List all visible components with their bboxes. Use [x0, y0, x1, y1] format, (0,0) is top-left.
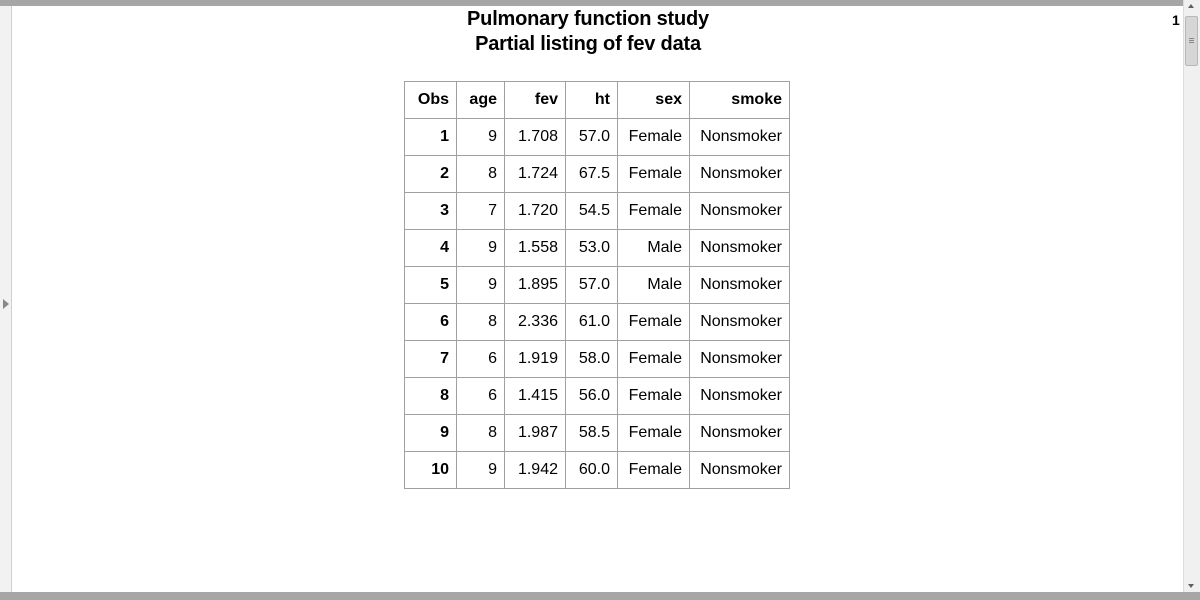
page-number: 1	[1172, 12, 1180, 28]
cell-fev: 1.415	[504, 377, 566, 415]
thumb-grip-line	[1189, 40, 1194, 41]
table-row: 7 6 1.919 58.0 Female Nonsmoker	[404, 340, 790, 378]
cell-age: 6	[456, 340, 505, 378]
scroll-down-arrow-icon[interactable]	[1188, 584, 1194, 588]
cell-ht: 53.0	[565, 229, 618, 267]
table-row: 10 9 1.942 60.0 Female Nonsmoker	[404, 451, 790, 489]
cell-fev: 1.942	[504, 451, 566, 489]
cell-fev: 1.895	[504, 266, 566, 304]
scroll-up-arrow-icon[interactable]	[1188, 4, 1194, 8]
title-line-2: Partial listing of fev data	[475, 33, 701, 55]
cell-smoke: Nonsmoker	[689, 266, 790, 304]
cell-age: 8	[456, 414, 505, 452]
table-body: 1 9 1.708 57.0 Female Nonsmoker 2 8 1.724 67.5 Fem…	[404, 118, 790, 489]
cell-smoke: Nonsmoker	[689, 118, 790, 156]
cell-obs: 5	[404, 266, 457, 304]
cell-ht: 61.0	[565, 303, 618, 341]
cell-sex: Female	[617, 155, 690, 193]
cell-obs: 8	[404, 377, 457, 415]
thumb-grip-line	[1189, 42, 1194, 43]
cell-ht: 67.5	[565, 155, 618, 193]
cell-smoke: Nonsmoker	[689, 340, 790, 378]
cell-age: 9	[456, 451, 505, 489]
cell-age: 8	[456, 155, 505, 193]
scrollbar-thumb[interactable]	[1185, 16, 1198, 66]
cell-ht: 58.0	[565, 340, 618, 378]
table-row: 9 8 1.987 58.5 Female Nonsmoker	[404, 414, 790, 452]
table-row: 6 8 2.336 61.0 Female Nonsmoker	[404, 303, 790, 341]
cell-ht: 57.0	[565, 266, 618, 304]
cell-obs: 4	[404, 229, 457, 267]
thumb-grip-line	[1189, 38, 1194, 39]
title-line-1: Pulmonary function study	[467, 8, 709, 30]
bottom-border	[0, 592, 1200, 600]
cell-obs: 1	[404, 118, 457, 156]
cell-ht: 54.5	[565, 192, 618, 230]
data-listing-table: Obs age fev ht sex smoke 1 9 1.708 57.0 Fema…	[404, 81, 790, 489]
table-row: 5 9 1.895 57.0 Male Nonsmoker	[404, 266, 790, 304]
cell-ht: 56.0	[565, 377, 618, 415]
cell-fev: 1.558	[504, 229, 566, 267]
cell-smoke: Nonsmoker	[689, 229, 790, 267]
cell-age: 9	[456, 118, 505, 156]
cell-sex: Female	[617, 303, 690, 341]
cell-fev: 1.720	[504, 192, 566, 230]
vertical-scrollbar[interactable]	[1183, 0, 1200, 592]
cell-smoke: Nonsmoker	[689, 414, 790, 452]
table-row: 3 7 1.720 54.5 Female Nonsmoker	[404, 192, 790, 230]
cell-smoke: Nonsmoker	[689, 451, 790, 489]
cell-obs: 3	[404, 192, 457, 230]
cell-age: 9	[456, 229, 505, 267]
table-header-row: Obs age fev ht sex smoke	[404, 81, 790, 119]
table-row: 8 6 1.415 56.0 Female Nonsmoker	[404, 377, 790, 415]
cell-sex: Female	[617, 414, 690, 452]
cell-obs: 10	[404, 451, 457, 489]
cell-smoke: Nonsmoker	[689, 377, 790, 415]
column-header-obs: Obs	[404, 81, 457, 119]
page-title: Pulmonary function study Partial listing…	[360, 7, 816, 57]
cell-age: 7	[456, 192, 505, 230]
cell-fev: 1.987	[504, 414, 566, 452]
top-border	[0, 0, 1200, 6]
cell-obs: 7	[404, 340, 457, 378]
cell-ht: 57.0	[565, 118, 618, 156]
cell-fev: 1.724	[504, 155, 566, 193]
cell-sex: Female	[617, 377, 690, 415]
column-header-sex: sex	[617, 81, 690, 119]
expand-arrow-icon[interactable]	[3, 299, 9, 309]
cell-sex: Female	[617, 340, 690, 378]
cell-age: 6	[456, 377, 505, 415]
cell-age: 8	[456, 303, 505, 341]
cell-smoke: Nonsmoker	[689, 303, 790, 341]
cell-fev: 2.336	[504, 303, 566, 341]
cell-smoke: Nonsmoker	[689, 155, 790, 193]
column-header-smoke: smoke	[689, 81, 790, 119]
cell-fev: 1.708	[504, 118, 566, 156]
cell-sex: Male	[617, 229, 690, 267]
cell-fev: 1.919	[504, 340, 566, 378]
left-gutter	[0, 6, 12, 592]
column-header-age: age	[456, 81, 505, 119]
cell-sex: Female	[617, 451, 690, 489]
table-row: 1 9 1.708 57.0 Female Nonsmoker	[404, 118, 790, 156]
cell-ht: 58.5	[565, 414, 618, 452]
column-header-fev: fev	[504, 81, 566, 119]
cell-sex: Male	[617, 266, 690, 304]
cell-age: 9	[456, 266, 505, 304]
cell-sex: Female	[617, 192, 690, 230]
cell-obs: 6	[404, 303, 457, 341]
cell-smoke: Nonsmoker	[689, 192, 790, 230]
cell-sex: Female	[617, 118, 690, 156]
cell-obs: 2	[404, 155, 457, 193]
cell-obs: 9	[404, 414, 457, 452]
column-header-ht: ht	[565, 81, 618, 119]
table-row: 2 8 1.724 67.5 Female Nonsmoker	[404, 155, 790, 193]
table-row: 4 9 1.558 53.0 Male Nonsmoker	[404, 229, 790, 267]
cell-ht: 60.0	[565, 451, 618, 489]
